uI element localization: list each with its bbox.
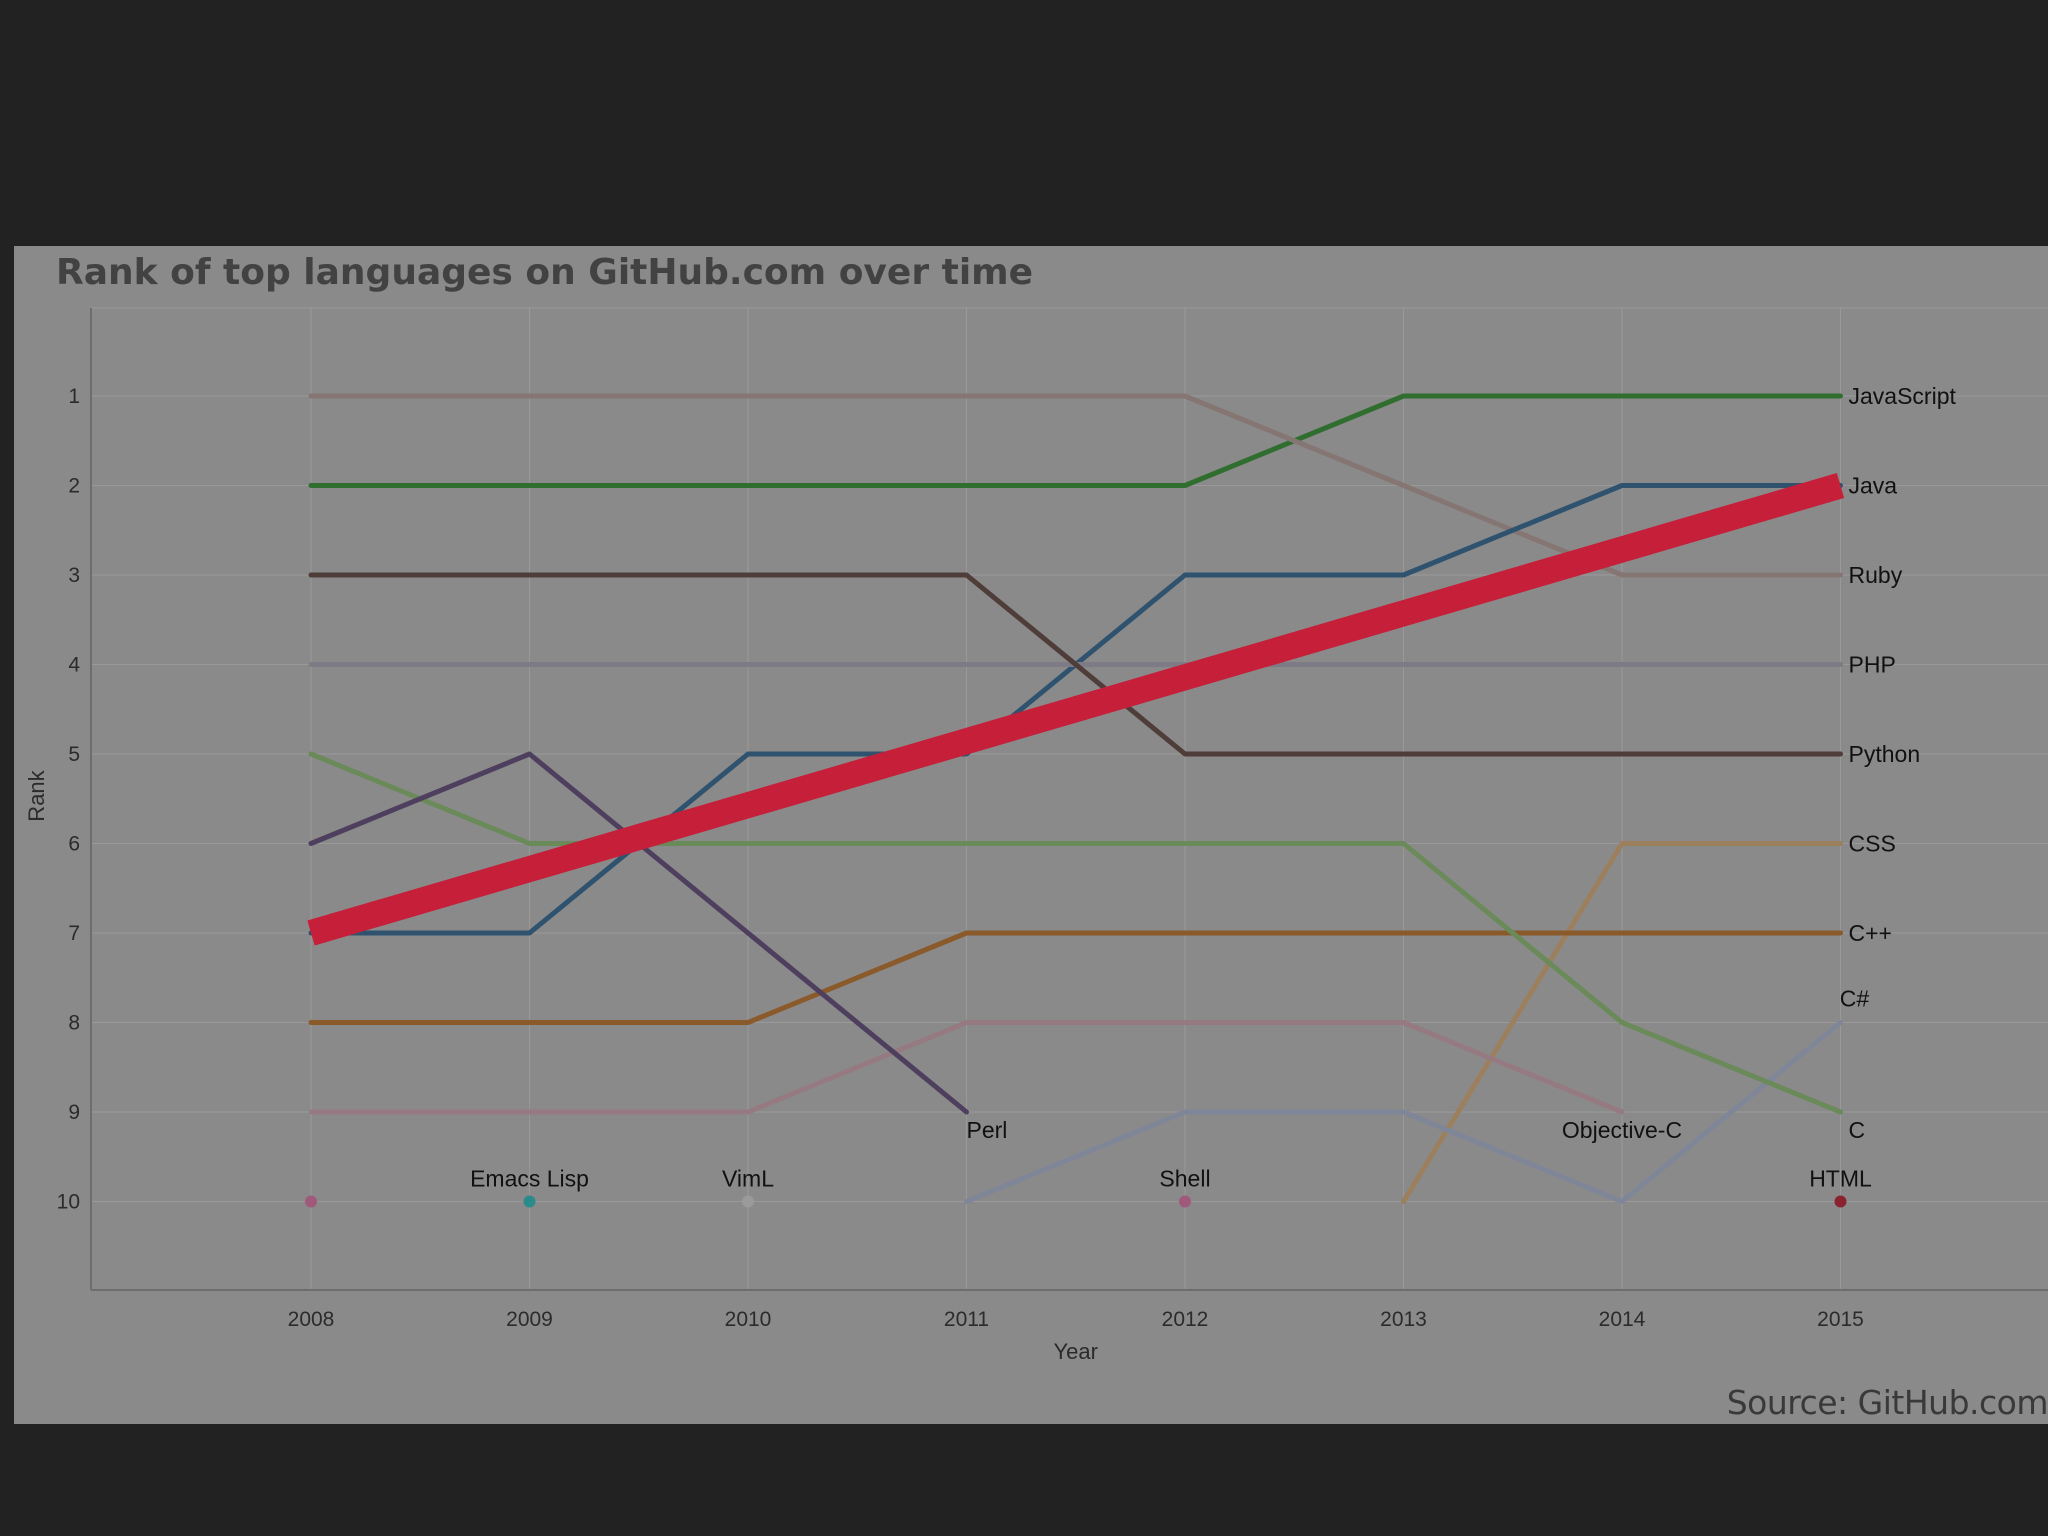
point-shell [1179, 1195, 1191, 1208]
y-tick-label: 1 [68, 385, 80, 408]
y-tick-label: 9 [68, 1101, 80, 1124]
x-tick-label: 2009 [506, 1308, 553, 1331]
y-tick-label: 3 [68, 564, 80, 587]
y-axis-title: Rank [24, 769, 49, 821]
series-line-css [1401, 841, 1843, 1204]
series-label-php: PHP [1849, 652, 1896, 678]
point-label-emacs-lisp: Emacs Lisp [470, 1166, 589, 1192]
series-label-ruby: Ruby [1849, 562, 1903, 588]
series-label-perl: Perl [967, 1117, 1008, 1143]
y-tick-label: 10 [57, 1191, 80, 1214]
point-label-viml: VimL [722, 1166, 774, 1192]
chart-title: Rank of top languages on GitHub.com over… [56, 252, 1034, 293]
series-label-csharp: C# [1840, 986, 1870, 1012]
series-label-java: Java [1849, 473, 1898, 499]
x-axis-title: Year [1054, 1339, 1098, 1364]
series-label-c: C [1849, 1117, 1866, 1143]
point-html [1834, 1195, 1847, 1208]
series-label-objective-c: Objective-C [1562, 1117, 1682, 1143]
series-line-cplusplus [308, 930, 1843, 1025]
point-emacs-lisp [523, 1195, 536, 1208]
point-label-shell: Shell [1159, 1166, 1210, 1192]
red-trend-overlay [307, 473, 1845, 946]
series-line-python [308, 572, 1843, 757]
series-line-javascript [308, 393, 1843, 488]
source-credit: Source: GitHub.com [1726, 1383, 2048, 1422]
point-label-html: HTML [1809, 1166, 1872, 1192]
rank-line-chart: 1 2 3 4 5 6 7 8 9 10 2008 2009 2010 2011 2012 2013 2014 2… [24, 307, 2048, 1364]
series-line-c [308, 751, 1843, 1115]
x-tick-label: 2015 [1817, 1308, 1864, 1331]
y-tick-label: 8 [68, 1012, 80, 1035]
y-tick-label: 5 [68, 743, 80, 766]
y-tick-label: 7 [68, 922, 80, 945]
x-tick-label: 2010 [725, 1308, 772, 1331]
series-label-python: Python [1849, 741, 1921, 767]
y-tick-label: 2 [68, 475, 80, 498]
chart-panel: Rank of top languages on GitHub.com over… [14, 246, 2048, 1424]
series-line-csharp [964, 1020, 1843, 1204]
x-tick-label: 2013 [1380, 1308, 1427, 1331]
y-tick-label: 6 [68, 833, 80, 856]
x-tick-label: 2011 [944, 1308, 989, 1331]
series-label-javascript: JavaScript [1849, 383, 1957, 409]
y-tick-label: 4 [68, 654, 80, 677]
series-line-objective-c [308, 1020, 1625, 1115]
x-tick-label: 2014 [1599, 1308, 1646, 1331]
point-rank10-2008 [305, 1195, 317, 1208]
series-label-cplusplus: C++ [1849, 920, 1892, 946]
series-label-css: CSS [1849, 831, 1896, 857]
point-viml [742, 1195, 754, 1208]
x-tick-label: 2008 [288, 1308, 335, 1331]
x-tick-label: 2012 [1162, 1308, 1209, 1331]
